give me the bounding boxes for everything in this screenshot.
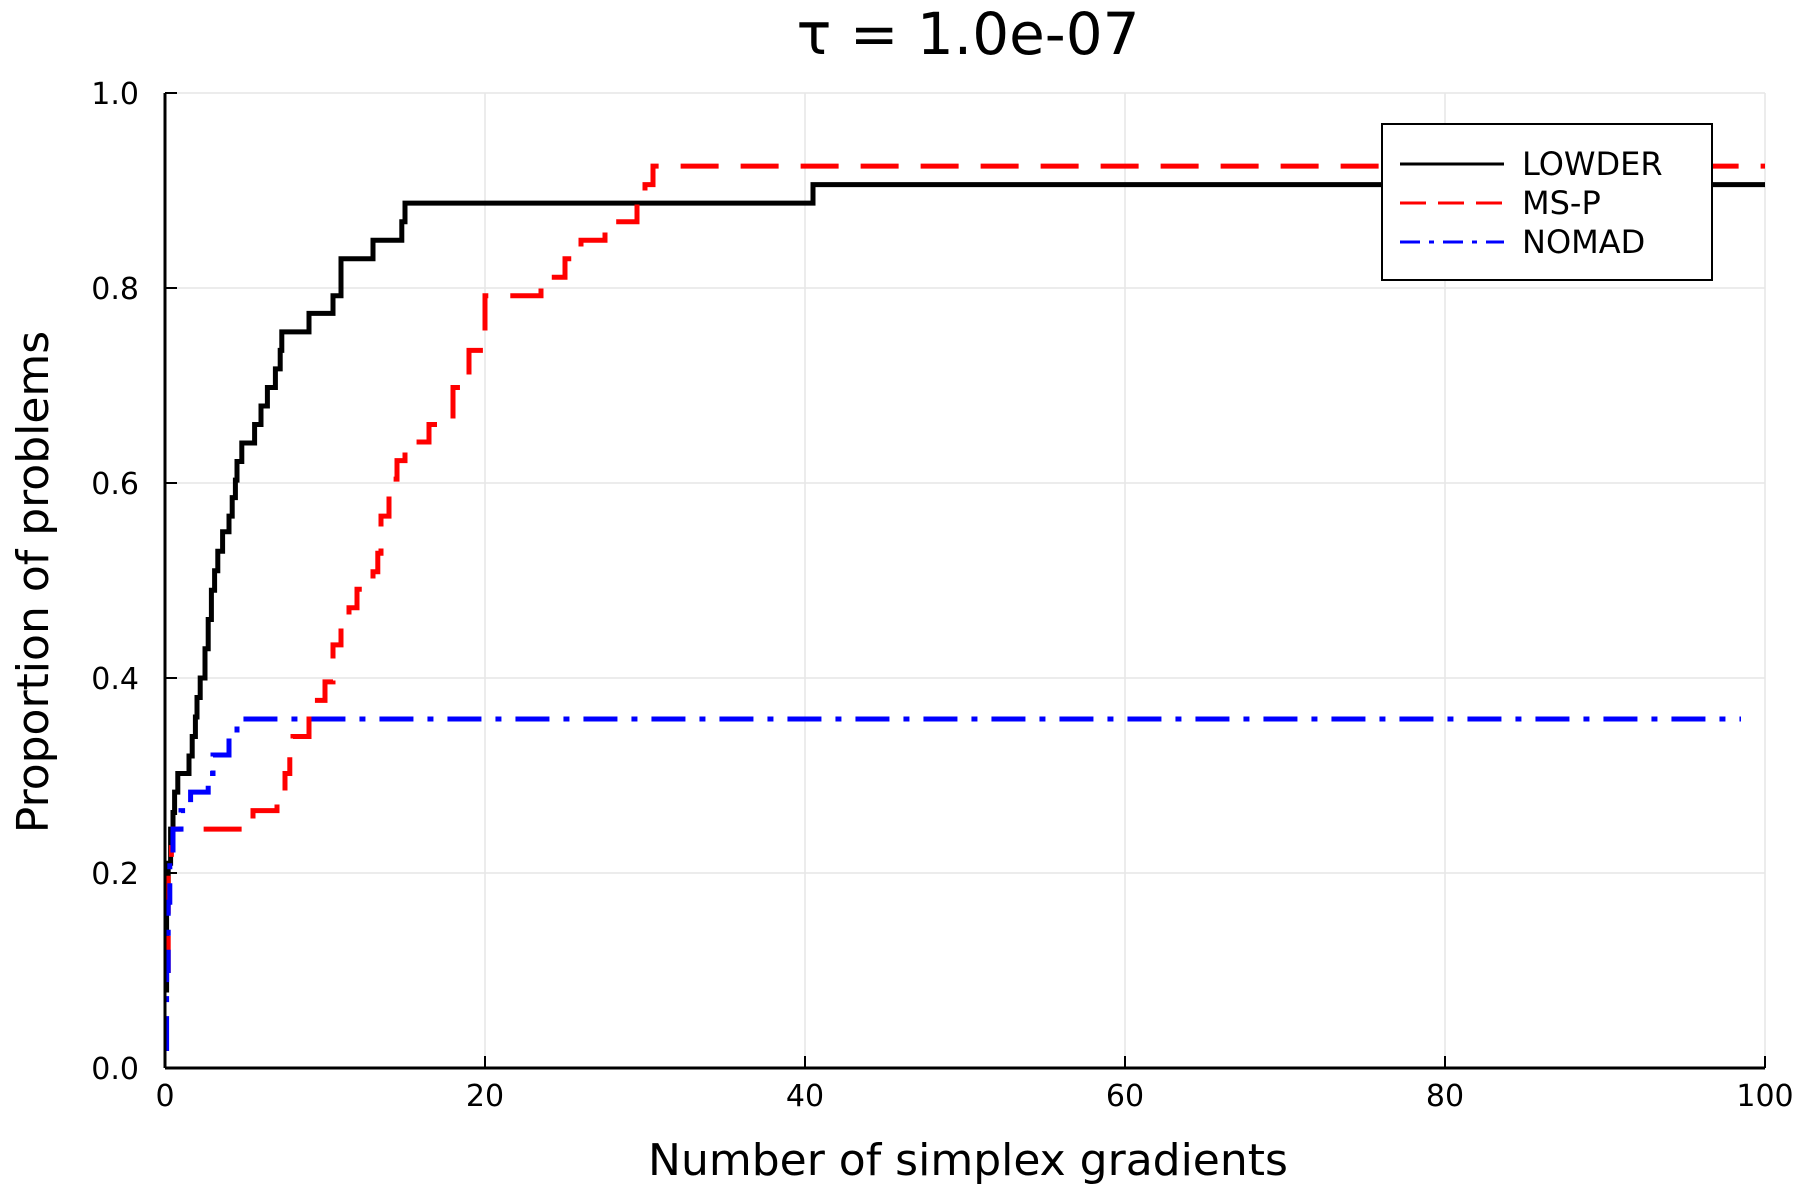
series-line-nomad	[164, 716, 1741, 1051]
series-line-lowder	[164, 182, 1765, 993]
legend-box	[1381, 123, 1713, 281]
x-tick-label: 60	[1106, 1079, 1144, 1114]
series-line-ms-p	[165, 163, 1765, 973]
x-tick-label: 0	[155, 1079, 174, 1114]
legend-label-nomad: NOMAD	[1522, 223, 1645, 261]
y-tick-label: 0.0	[91, 1052, 139, 1087]
x-tick-label: 100	[1736, 1079, 1793, 1114]
x-tick-label: 20	[466, 1079, 504, 1114]
axes: 0 20 40 60 80 100 0.0 0.2 0.4 0.6 0.8 1.0	[91, 77, 1793, 1114]
x-tick-label: 40	[786, 1079, 824, 1114]
y-tick-label: 0.2	[91, 857, 139, 892]
y-tick-label: 1.0	[91, 77, 139, 112]
legend-label-ms-p: MS-P	[1522, 184, 1601, 222]
x-axis-label: Number of simplex gradients	[648, 1135, 1288, 1186]
y-axis-label: Proportion of problems	[8, 331, 59, 833]
y-tick-label: 0.4	[91, 662, 139, 697]
chart-title: τ = 1.0e-07	[796, 0, 1139, 68]
legend-label-lowder: LOWDER	[1522, 145, 1663, 183]
series-layer	[164, 163, 1765, 1051]
y-tick-label: 0.6	[91, 467, 139, 502]
x-tick-label: 80	[1426, 1079, 1464, 1114]
y-tick-label: 0.8	[91, 272, 139, 307]
